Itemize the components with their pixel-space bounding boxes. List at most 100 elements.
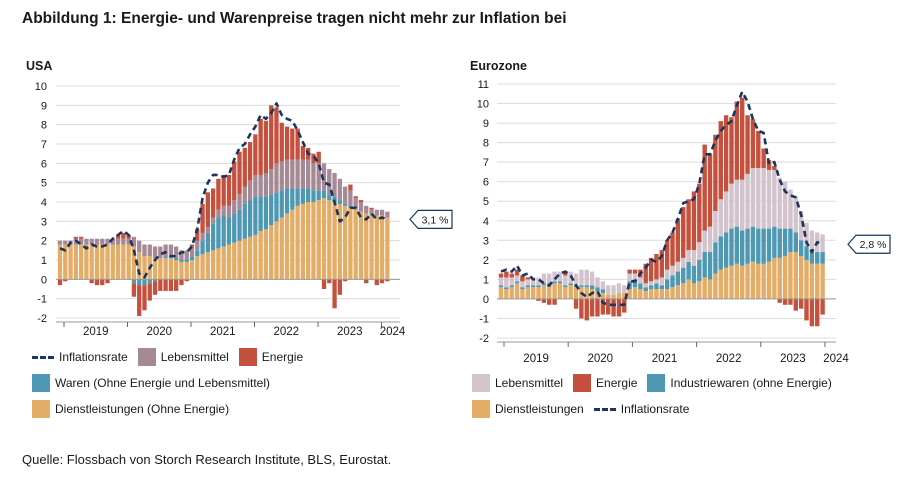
x-tick-label: 2023 bbox=[337, 326, 363, 338]
y-tick-label: 2 bbox=[483, 255, 489, 267]
bar-segment-services bbox=[216, 248, 221, 280]
y-tick-label: 7 bbox=[483, 157, 489, 169]
bar-segment-goods bbox=[798, 240, 804, 256]
legend-row: Inflationsrate Lebensmittel Energie bbox=[32, 348, 313, 366]
bar-segment-energy bbox=[584, 298, 589, 321]
bar-segment-energy bbox=[648, 257, 654, 282]
bar-segment-energy bbox=[600, 298, 606, 315]
bar-segment-food bbox=[358, 202, 364, 212]
bar-segment-food bbox=[374, 209, 379, 216]
bar-segment-services bbox=[670, 287, 675, 299]
bar-segment-energy bbox=[94, 279, 100, 286]
bar-segment-services bbox=[385, 217, 390, 280]
bar-segment-services bbox=[686, 279, 691, 299]
bar-segment-services bbox=[115, 244, 121, 280]
bar-segment-energy bbox=[337, 279, 342, 295]
bar-segment-food bbox=[142, 244, 147, 257]
bar-segment-food bbox=[627, 273, 632, 282]
bar-segment-goods bbox=[210, 223, 216, 251]
bar-segment-energy bbox=[73, 236, 78, 239]
bar-segment-services bbox=[369, 215, 374, 280]
bar-segment-goods bbox=[284, 188, 290, 214]
bar-segment-goods bbox=[237, 209, 242, 241]
bar-segment-energy bbox=[358, 200, 364, 202]
bar-segment-goods bbox=[290, 188, 295, 210]
legend-item-food: Lebensmittel bbox=[472, 374, 563, 392]
bar-segment-food bbox=[121, 238, 126, 245]
bar-segment-food bbox=[536, 277, 541, 286]
bar-segment-energy bbox=[263, 120, 269, 173]
bar-segment-food bbox=[353, 198, 358, 210]
bar-segment-food bbox=[258, 174, 263, 197]
bar-segment-services bbox=[541, 285, 547, 299]
bar-segment-energy bbox=[798, 298, 804, 309]
bar-segment-services bbox=[740, 265, 745, 299]
bar-segment-goods bbox=[584, 285, 589, 288]
bar-segment-food bbox=[337, 178, 342, 201]
bar-segment-goods bbox=[600, 289, 606, 294]
bar-segment-energy bbox=[295, 128, 300, 160]
bar-segment-food bbox=[200, 232, 205, 241]
bar-segment-services bbox=[772, 257, 777, 299]
bar-segment-services bbox=[643, 291, 648, 299]
legend-item-line: Inflationsrate bbox=[32, 350, 128, 364]
bar-segment-services bbox=[253, 234, 258, 280]
bar-segment-food bbox=[147, 244, 152, 257]
bar-segment-energy bbox=[163, 279, 168, 291]
bar-segment-food bbox=[595, 277, 600, 288]
y-tick-label: 0 bbox=[41, 274, 47, 286]
bar-segment-goods bbox=[536, 285, 541, 288]
bar-segment-food bbox=[777, 177, 782, 229]
x-tick-label: 2022 bbox=[273, 326, 299, 338]
y-tick-label: 6 bbox=[41, 158, 47, 170]
y-tick-label: 2 bbox=[41, 236, 47, 248]
bar-segment-food bbox=[179, 250, 184, 260]
bar-segment-energy bbox=[718, 121, 723, 200]
y-tick-label: -1 bbox=[37, 294, 47, 306]
bar-segment-goods bbox=[504, 287, 509, 290]
bar-segment-energy bbox=[89, 279, 94, 284]
bar-segment-goods bbox=[232, 213, 237, 243]
bar-segment-energy bbox=[750, 119, 756, 169]
color-swatch-services bbox=[472, 400, 490, 418]
bar-segment-services bbox=[284, 213, 290, 280]
x-tick-label: 2024 bbox=[823, 353, 849, 365]
bar-segment-energy bbox=[205, 192, 210, 228]
bar-segment-services bbox=[306, 202, 311, 280]
bar-segment-energy bbox=[659, 250, 664, 278]
bar-segment-goods bbox=[804, 246, 809, 260]
bar-segment-energy bbox=[184, 279, 189, 282]
bar-segment-food bbox=[137, 240, 142, 253]
y-tick-label: 1 bbox=[41, 255, 47, 267]
bar-segment-services bbox=[809, 263, 815, 299]
y-tick-label: -2 bbox=[37, 313, 47, 325]
bar-segment-services bbox=[568, 285, 573, 299]
bar-segment-goods bbox=[184, 260, 189, 262]
bar-segment-food bbox=[504, 277, 509, 288]
bar-segment-food bbox=[648, 281, 654, 286]
legend-item-goods: Waren (Ohne Energie und Lebensmittel) bbox=[32, 374, 270, 392]
bar-segment-goods bbox=[179, 260, 184, 262]
bar-segment-services bbox=[681, 283, 686, 299]
bar-segment-energy bbox=[589, 298, 595, 317]
bar-segment-services bbox=[654, 289, 659, 299]
bar-segment-services bbox=[498, 287, 504, 299]
bar-segment-goods bbox=[713, 242, 718, 274]
legend-label: Lebensmittel bbox=[160, 350, 229, 364]
bar-segment-goods bbox=[675, 271, 681, 286]
bar-segment-goods bbox=[638, 283, 643, 290]
bar-segment-goods bbox=[269, 194, 274, 226]
bar-segment-goods bbox=[142, 279, 147, 286]
x-tick-label: 2021 bbox=[652, 353, 678, 365]
bar-segment-services bbox=[745, 263, 750, 299]
bar-segment-goods bbox=[195, 250, 200, 257]
bar-segment-goods bbox=[729, 228, 734, 266]
bar-segment-services bbox=[638, 289, 643, 299]
usa-panel-title: USA bbox=[26, 59, 53, 73]
bar-segment-energy bbox=[300, 145, 306, 160]
y-tick-label: 5 bbox=[483, 196, 489, 208]
bar-segment-services bbox=[804, 259, 809, 299]
bar-segment-food bbox=[729, 183, 734, 229]
bar-segment-energy bbox=[216, 178, 221, 210]
